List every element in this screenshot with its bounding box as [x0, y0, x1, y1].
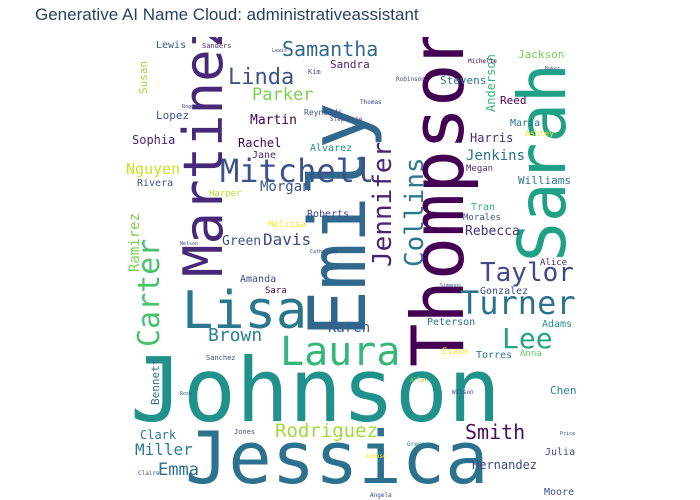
word-susan: Susan — [137, 60, 150, 94]
word-chen: Chen — [550, 384, 577, 397]
word-collins: Collins — [400, 157, 430, 267]
word-reed: Reed — [500, 94, 527, 107]
word-anna: Anna — [520, 349, 542, 359]
word-sophia: Sophia — [132, 133, 176, 147]
word-wilson: Wilson — [452, 389, 474, 396]
word-megan: Megan — [466, 164, 494, 174]
word-samantha: Samantha — [282, 37, 379, 61]
word-harper: Harper — [209, 189, 242, 199]
word-lisa: Lisa — [182, 281, 308, 341]
word-lewis-small: Lewis — [272, 48, 288, 54]
word-tran: Tran — [471, 202, 496, 213]
word-jane: Jane — [252, 150, 277, 161]
word-sanders: Sanders — [202, 42, 232, 50]
word-stephanie: Stephanie — [330, 116, 363, 123]
word-ashley: Ashley — [525, 129, 554, 138]
word-williams: Williams — [518, 174, 571, 187]
word-baker: Baker — [545, 66, 561, 72]
word-brown: Brown — [208, 325, 263, 346]
word-sanchez: Sanchez — [206, 354, 236, 362]
word-kim: Kim — [308, 68, 321, 76]
word-davis: Davis — [263, 230, 312, 249]
word-peterson: Peterson — [427, 317, 476, 328]
word-melissa: Melissa — [268, 220, 306, 230]
word-greene: Greene — [407, 441, 429, 448]
word-moore: Moore — [544, 487, 575, 498]
word-cloud: Johnson Jessica Emily Thompson Sarah Mar… — [120, 37, 582, 499]
word-rivera: Rivera — [137, 178, 174, 189]
word-lopez: Lopez — [156, 109, 190, 122]
word-mitchell: Mitchell — [220, 152, 375, 190]
word-parker: Parker — [252, 85, 314, 105]
word-rebecca: Rebecca — [465, 224, 520, 239]
word-jessica: Jessica — [185, 416, 489, 499]
word-linda: Linda — [228, 65, 295, 90]
word-morgan: Morgan — [260, 179, 311, 195]
word-rodriguez: Rodriguez — [275, 420, 378, 442]
word-allen: Allen — [410, 377, 429, 384]
word-simmons: Simmons — [440, 283, 462, 289]
word-harris: Harris — [470, 131, 514, 145]
word-robinson: Robinson — [396, 76, 425, 83]
word-sara: Sara — [265, 286, 287, 296]
word-julia: Julia — [545, 447, 576, 458]
word-jackson: Jackson — [518, 48, 565, 61]
word-nguyen: Nguyen — [126, 160, 181, 178]
word-ross: Ross — [180, 391, 193, 397]
word-gonzalez: Gonzalez — [480, 286, 529, 297]
word-laura: Laura — [280, 329, 401, 375]
word-martin: Martin — [250, 113, 297, 128]
word-emma: Emma — [158, 460, 199, 480]
word-alvarez: Alvarez — [310, 143, 353, 154]
word-jenkins: Jenkins — [466, 148, 526, 164]
word-miller: Miller — [135, 440, 193, 459]
word-nelson: Nelson — [180, 241, 199, 247]
word-roberts: Roberts — [307, 209, 350, 220]
word-taylor: Taylor — [480, 258, 574, 288]
word-maria: Maria — [510, 118, 541, 129]
word-stevens: Stevens — [440, 74, 487, 87]
word-johnso: Johnso — [365, 453, 387, 460]
word-michelle: Michelle — [468, 58, 497, 65]
word-adams: Adams — [542, 319, 573, 330]
word-amanda: Amanda — [240, 274, 277, 285]
word-johnson: Johnson — [130, 339, 501, 442]
word-smith: Smith — [465, 420, 526, 444]
chart-title: Generative AI Name Cloud: administrative… — [35, 5, 419, 24]
word-hernandez: Hernandez — [472, 458, 538, 472]
word-lee: Lee — [502, 322, 553, 355]
word-reynolds: Reynolds — [304, 108, 343, 117]
word-evans: Evans — [442, 347, 470, 357]
word-rogers: Rogers — [182, 104, 201, 110]
word-thomas: Thomas — [360, 99, 382, 106]
word-catherine: Catherine — [310, 249, 338, 255]
word-jones: Jones — [234, 428, 256, 436]
word-ramirez: Ramirez — [127, 212, 143, 272]
word-sandra: Sandra — [330, 58, 370, 71]
word-clark: Clark — [140, 428, 177, 442]
word-jennifer: Jennifer — [368, 141, 398, 267]
word-green: Green — [222, 234, 262, 249]
word-angela: Angela — [370, 492, 392, 499]
word-torres: Torres — [476, 350, 513, 361]
word-turner: Turner — [460, 284, 576, 322]
word-rachel: Rachel — [238, 136, 282, 150]
word-morales: Morales — [463, 213, 501, 223]
word-claire: Claire — [138, 470, 160, 477]
word-lewis: Lewis — [156, 40, 187, 51]
word-karen: Karen — [328, 320, 371, 336]
word-bennett: Bennett — [149, 358, 162, 405]
word-price: Price — [560, 431, 576, 437]
word-alice: Alice — [540, 258, 568, 268]
